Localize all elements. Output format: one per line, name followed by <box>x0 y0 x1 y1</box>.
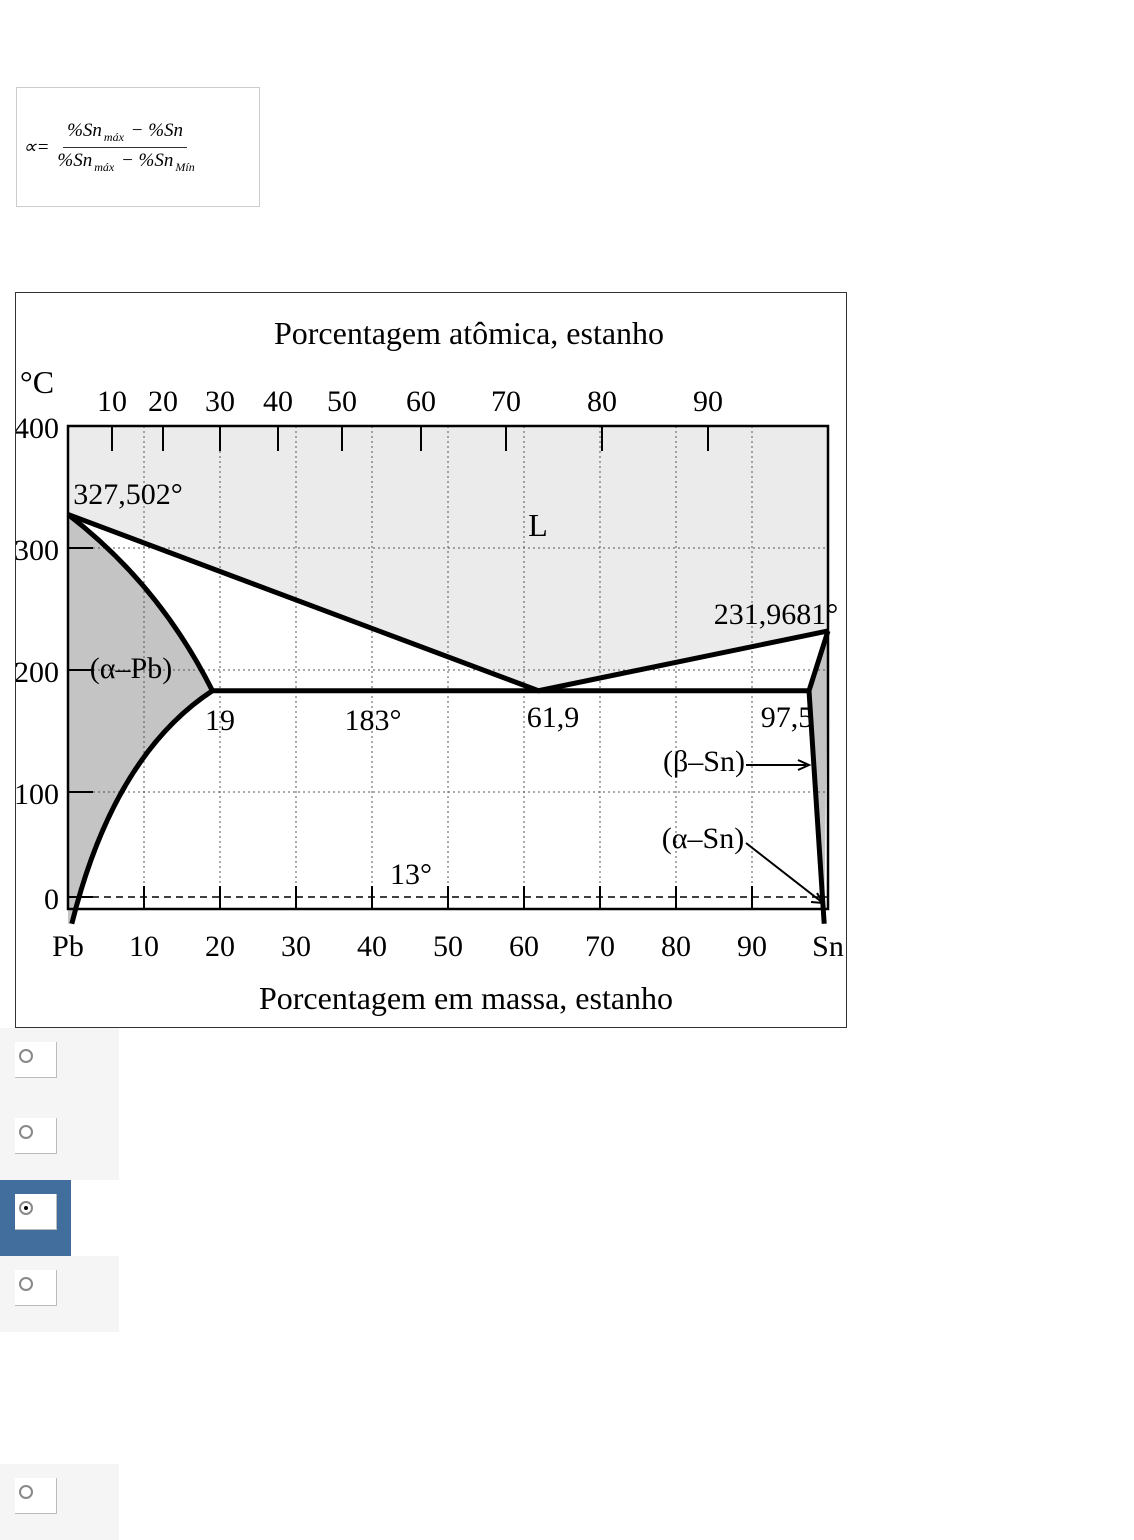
y-tick-label: 300 <box>16 534 59 567</box>
top-tick-label: 50 <box>327 385 357 418</box>
phase-diagram-svg: 10 20 30 40 50 60 70 80 90 400 300 200 100 0 Pb 10 20 30 4… <box>14 315 844 1016</box>
label-beta-sn: (β–Sn) <box>663 745 745 778</box>
y-tick-label: 400 <box>16 412 59 445</box>
top-tick-label: 10 <box>97 385 127 418</box>
option-b[interactable] <box>0 1104 119 1180</box>
bottom-tick-label: 60 <box>509 930 539 963</box>
top-tick-label: 60 <box>406 385 436 418</box>
formula-fraction: %Sn máx − %Sn %Sn máx − %Sn Mín <box>53 118 196 177</box>
bottom-tick-label: Sn <box>812 930 844 963</box>
option-e[interactable] <box>0 1464 119 1540</box>
num-b: − %Sn <box>125 119 184 141</box>
phase-diagram: 10 20 30 40 50 60 70 80 90 400 300 200 100 0 Pb 10 20 30 4… <box>14 292 847 1028</box>
den-sub1: máx <box>94 159 115 174</box>
radio-button-selected[interactable] <box>19 1201 33 1215</box>
bottom-tick-label: 50 <box>433 930 463 963</box>
arrow-beta <box>746 759 812 771</box>
beta-sn-region <box>809 630 828 924</box>
answer-options <box>0 1028 119 1540</box>
label-alpha-sn: (α–Sn) <box>662 822 744 855</box>
bottom-tick-label: 10 <box>129 930 159 963</box>
label-bottom-title: Porcentagem em massa, estanho <box>259 980 673 1016</box>
den-sub2: Mín <box>175 159 195 174</box>
label-c19: 19 <box>205 704 235 737</box>
label-c975: 97,5 <box>761 701 814 734</box>
label-pb-melt: 327,502° <box>73 478 183 511</box>
alpha-solidus-line <box>66 512 215 692</box>
arrow-alpha <box>745 842 825 905</box>
radio-button[interactable] <box>19 1125 33 1139</box>
label-top-title: Porcentagem atômica, estanho <box>274 315 664 351</box>
formula-lhs: ∝= <box>23 136 50 158</box>
label-t183: 183° <box>345 704 402 737</box>
top-tick-label: 70 <box>491 385 521 418</box>
bottom-tick-label: Pb <box>52 930 84 963</box>
liquid-region <box>68 426 828 691</box>
bottom-tick-label: 40 <box>357 930 387 963</box>
bottom-tick-label: 90 <box>737 930 767 963</box>
option-d[interactable] <box>0 1256 119 1332</box>
bottom-tick-label: 70 <box>585 930 615 963</box>
bottom-tick-label: 30 <box>281 930 311 963</box>
top-tick-label: 80 <box>587 385 617 418</box>
top-tick-label: 90 <box>693 385 723 418</box>
top-tick-label: 20 <box>148 385 178 418</box>
option-a[interactable] <box>0 1028 119 1104</box>
spacer <box>0 1332 119 1464</box>
top-tick-label: 40 <box>263 385 293 418</box>
bottom-tick-label: 80 <box>661 930 691 963</box>
radio-button[interactable] <box>19 1049 33 1063</box>
y-tick-label: 0 <box>44 883 59 916</box>
label-alpha-pb: (α–Pb) <box>90 652 172 685</box>
num-a: %Sn <box>67 119 102 141</box>
y-tick-label: 200 <box>16 656 59 689</box>
option-c[interactable] <box>0 1180 71 1256</box>
label-t13: 13° <box>390 858 432 891</box>
num-sub: máx <box>103 129 124 144</box>
top-tick-label: 30 <box>205 385 235 418</box>
alpha-solvus-line <box>69 688 214 925</box>
bottom-tick-label: 20 <box>205 930 235 963</box>
den-a: %Sn <box>57 149 93 171</box>
label-sn-melt: 231,9681° <box>714 598 839 631</box>
label-L: L <box>528 507 548 543</box>
radio-button[interactable] <box>19 1277 33 1291</box>
radio-button[interactable] <box>19 1485 33 1499</box>
label-unit: °C <box>20 364 54 400</box>
formula-image: ∝= %Sn máx − %Sn %Sn máx − %Sn Mín <box>16 87 260 207</box>
y-tick-label: 100 <box>16 778 59 811</box>
label-c619: 61,9 <box>527 701 580 734</box>
den-b: − %Sn <box>116 149 174 171</box>
beta-sn-boundary <box>806 630 831 924</box>
